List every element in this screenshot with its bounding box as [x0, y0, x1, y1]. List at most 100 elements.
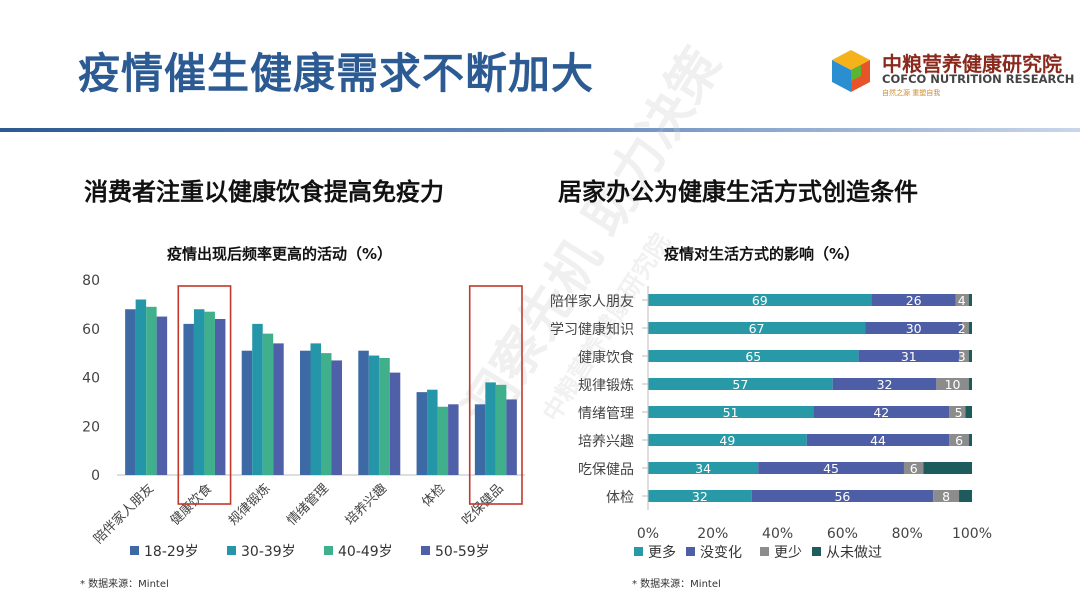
legend-swatch — [130, 546, 139, 555]
legend-label: 40-49岁 — [338, 544, 393, 560]
bar-18-29岁 — [474, 404, 486, 475]
bar-30-39岁 — [193, 309, 205, 475]
bar-segment-没变化 — [865, 322, 963, 334]
data-label: 34 — [695, 461, 711, 476]
bar-segment-更多 — [648, 462, 759, 474]
bar-18-29岁 — [125, 309, 136, 475]
bar-40-49岁 — [495, 384, 507, 475]
bar-segment-更多 — [648, 322, 866, 334]
left-subheading: 消费者注重以健康饮食提高免疫力 — [84, 178, 444, 206]
right-subheading: 居家办公为健康生活方式创造条件 — [558, 178, 918, 206]
bar-segment-更少 — [962, 322, 969, 334]
data-label: 67 — [749, 321, 765, 336]
bar-segment-从未做过 — [968, 378, 972, 390]
y-category-label: 学习健康知识 — [550, 321, 634, 338]
x-tick-label: 培养兴趣 — [342, 481, 390, 529]
y-category-label: 规律锻炼 — [578, 378, 634, 394]
logo-english-name: COFCO NUTRITION RESEARCH — [882, 72, 1075, 86]
bar-segment-没变化 — [858, 350, 960, 362]
bar-40-49岁 — [437, 406, 449, 475]
bar-segment-更多 — [648, 378, 833, 390]
bar-segment-更少 — [949, 434, 969, 446]
data-label: 6 — [955, 433, 963, 448]
x-tick-label: 20% — [697, 526, 728, 542]
data-label: 51 — [723, 405, 739, 420]
x-tick-label: 规律锻炼 — [226, 481, 273, 528]
legend-label: 更少 — [774, 545, 802, 561]
bar-50-59岁 — [448, 404, 459, 475]
x-tick-label: 陪伴家人朋友 — [90, 481, 156, 547]
x-tick-label: 40% — [762, 526, 793, 542]
bar-segment-从未做过 — [965, 406, 972, 418]
left-source-note: * 数据来源：Mintel — [80, 579, 169, 590]
data-label: 69 — [752, 293, 768, 308]
data-label: 10 — [945, 377, 961, 392]
bar-segment-从未做过 — [968, 294, 972, 306]
bar-segment-更多 — [648, 434, 807, 446]
legend-label: 更多 — [648, 544, 676, 561]
legend-swatch — [227, 546, 236, 555]
bar-segment-没变化 — [871, 294, 956, 306]
bar-18-29岁 — [358, 350, 369, 475]
data-label: 32 — [692, 489, 708, 504]
bar-segment-更少 — [959, 350, 969, 362]
data-label: 65 — [745, 349, 761, 364]
legend-label: 50-59岁 — [435, 544, 490, 560]
data-label: 45 — [823, 461, 839, 476]
legend-label: 没变化 — [700, 545, 742, 561]
x-tick-label: 体检 — [419, 481, 448, 510]
bar-40-49岁 — [379, 358, 390, 475]
y-tick-label: 60 — [82, 322, 100, 338]
bar-30-39岁 — [252, 323, 263, 475]
bar-18-29岁 — [300, 350, 311, 475]
bar-segment-没变化 — [806, 434, 950, 446]
bar-segment-更多 — [648, 406, 814, 418]
data-label: 26 — [906, 293, 922, 308]
bar-40-49岁 — [262, 333, 274, 475]
bar-30-39岁 — [135, 299, 147, 475]
data-label: 49 — [719, 433, 735, 448]
bar-50-59岁 — [389, 372, 401, 475]
legend-swatch — [421, 546, 430, 555]
legend-swatch — [760, 547, 769, 556]
y-tick-label: 40 — [82, 371, 100, 387]
bar-segment-没变化 — [758, 462, 904, 474]
y-category-label: 陪伴家人朋友 — [550, 293, 634, 310]
data-label: 57 — [732, 377, 748, 392]
right-chart-title: 疫情对生活方式的影响（%） — [664, 245, 860, 263]
y-tick-label: 20 — [82, 419, 100, 435]
x-tick-label: 100% — [952, 526, 992, 542]
legend-swatch — [686, 547, 695, 556]
bar-50-59岁 — [331, 360, 342, 475]
x-tick-label: 80% — [892, 526, 923, 542]
bar-30-39岁 — [485, 382, 496, 475]
data-label: 2 — [958, 321, 966, 336]
right-source-note: * 数据来源：Mintel — [632, 579, 721, 590]
x-tick-label: 60% — [827, 526, 858, 542]
y-category-label: 情绪管理 — [578, 406, 634, 422]
title-divider — [0, 128, 1080, 132]
bar-30-39岁 — [427, 389, 438, 475]
bar-segment-没变化 — [813, 406, 950, 418]
bar-50-59岁 — [214, 319, 226, 475]
y-tick-label: 80 — [82, 273, 100, 289]
left-chart-title: 疫情出现后频率更高的活动（%） — [167, 245, 393, 263]
data-label: 5 — [955, 405, 963, 420]
bar-50-59岁 — [273, 343, 284, 475]
legend-swatch — [634, 547, 643, 556]
bar-40-49岁 — [321, 353, 332, 475]
legend-swatch — [812, 547, 821, 556]
bar-segment-从未做过 — [968, 322, 972, 334]
bar-18-29岁 — [416, 392, 428, 475]
legend-label: 从未做过 — [826, 545, 882, 561]
y-category-label: 培养兴趣 — [578, 434, 634, 450]
bar-segment-更多 — [648, 350, 859, 362]
bar-segment-更多 — [648, 294, 872, 306]
legend-label: 30-39岁 — [241, 544, 296, 560]
page-title: 疫情催生健康需求不断加大 — [78, 49, 595, 98]
bar-40-49岁 — [204, 311, 215, 475]
bar-segment-更少 — [955, 294, 969, 306]
bar-segment-没变化 — [751, 490, 934, 502]
legend-swatch — [324, 546, 333, 555]
